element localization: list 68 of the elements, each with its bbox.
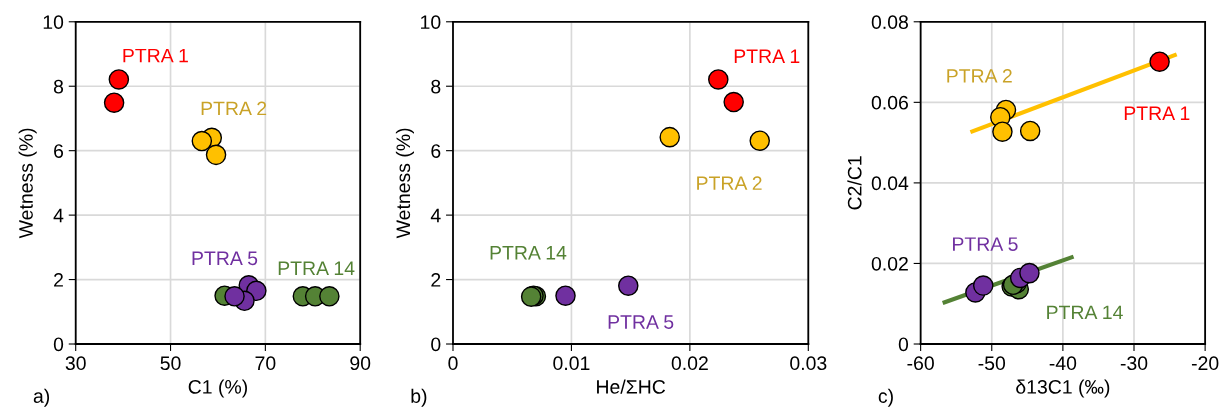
x-tick-label: 90: [350, 356, 371, 371]
x-tick-label: -50: [978, 356, 1006, 371]
y-tick-label: 4: [53, 208, 64, 223]
series-label: PTRA 1: [123, 48, 188, 63]
series-label: PTRA 2: [201, 101, 267, 116]
point: [1019, 262, 1040, 284]
x-tick-label: -40: [1049, 356, 1077, 371]
series-label: PTRA 2: [947, 68, 1012, 83]
y-tick-label: 2: [54, 273, 63, 287]
y-tick-label: 6: [54, 144, 64, 158]
y-tick-label: 8: [431, 79, 441, 94]
point: [749, 130, 771, 151]
x-tick-label: 50: [160, 356, 181, 371]
point: [972, 275, 994, 296]
x-tick-label: -30: [1120, 356, 1148, 371]
point: [1149, 51, 1170, 72]
point: [205, 144, 227, 166]
point: [191, 130, 213, 152]
y-tick-label: 0: [898, 337, 909, 352]
x-tick-label: 0.03: [790, 356, 827, 371]
text: a): [33, 388, 50, 407]
series-label: PTRA 5: [192, 251, 258, 266]
y-tick-label: 8: [53, 79, 64, 94]
text: b): [411, 388, 427, 407]
x-tick-label: 30: [65, 356, 86, 371]
y-axis-title: Wetness (%): [395, 128, 414, 239]
point: [224, 286, 245, 307]
y-tick-label: 0.06: [871, 95, 908, 110]
y-tick-label: 0.04: [871, 176, 909, 191]
point: [103, 92, 125, 113]
point: [319, 286, 340, 307]
y-tick-label: 0: [53, 337, 64, 352]
series-label: PTRA 14: [490, 246, 567, 260]
series-label: PTRA 5: [608, 315, 674, 329]
y-axis-title: C2/C1: [847, 156, 862, 210]
y-tick-label: 0: [431, 337, 441, 352]
x-tick-label: 0.02: [671, 356, 708, 371]
point: [108, 69, 130, 90]
x-axis-title: C1 (%): [188, 379, 247, 398]
series-label: PTRA 2: [697, 176, 762, 190]
text: PTRA 1: [1124, 106, 1190, 120]
y-tick-label: 4: [430, 208, 441, 223]
x-axis-title: δ13C1 (‰): [1016, 379, 1110, 398]
x-tick-label: 0.01: [553, 356, 590, 371]
point: [659, 126, 680, 148]
x-tick-label: 0: [448, 356, 458, 371]
y-axis-title: Wetness (%): [18, 128, 37, 239]
y-tick-label: 10: [43, 15, 64, 30]
x-tick-label: 70: [255, 356, 276, 371]
point: [723, 91, 744, 113]
series-label: PTRA 5: [953, 237, 1018, 251]
x-tick-label: -20: [1191, 356, 1219, 371]
text: c): [878, 388, 893, 407]
series-label: PTRA 14: [278, 261, 355, 275]
x-tick-label: -60: [907, 356, 934, 371]
y-tick-label: 6: [431, 144, 441, 158]
point: [708, 69, 729, 90]
y-tick-label: 10: [421, 15, 441, 30]
y-tick-label: 0.02: [871, 256, 908, 271]
point: [618, 275, 639, 296]
y-tick-label: 0.08: [871, 15, 908, 30]
x-axis-title: He/ΣHC: [597, 379, 666, 394]
point: [1019, 120, 1041, 142]
point: [992, 121, 1013, 143]
series-label: PTRA 1: [734, 49, 800, 63]
series-label: PTRA 14: [1047, 305, 1123, 320]
y-tick-label: 2: [431, 273, 441, 287]
point: [555, 285, 576, 306]
